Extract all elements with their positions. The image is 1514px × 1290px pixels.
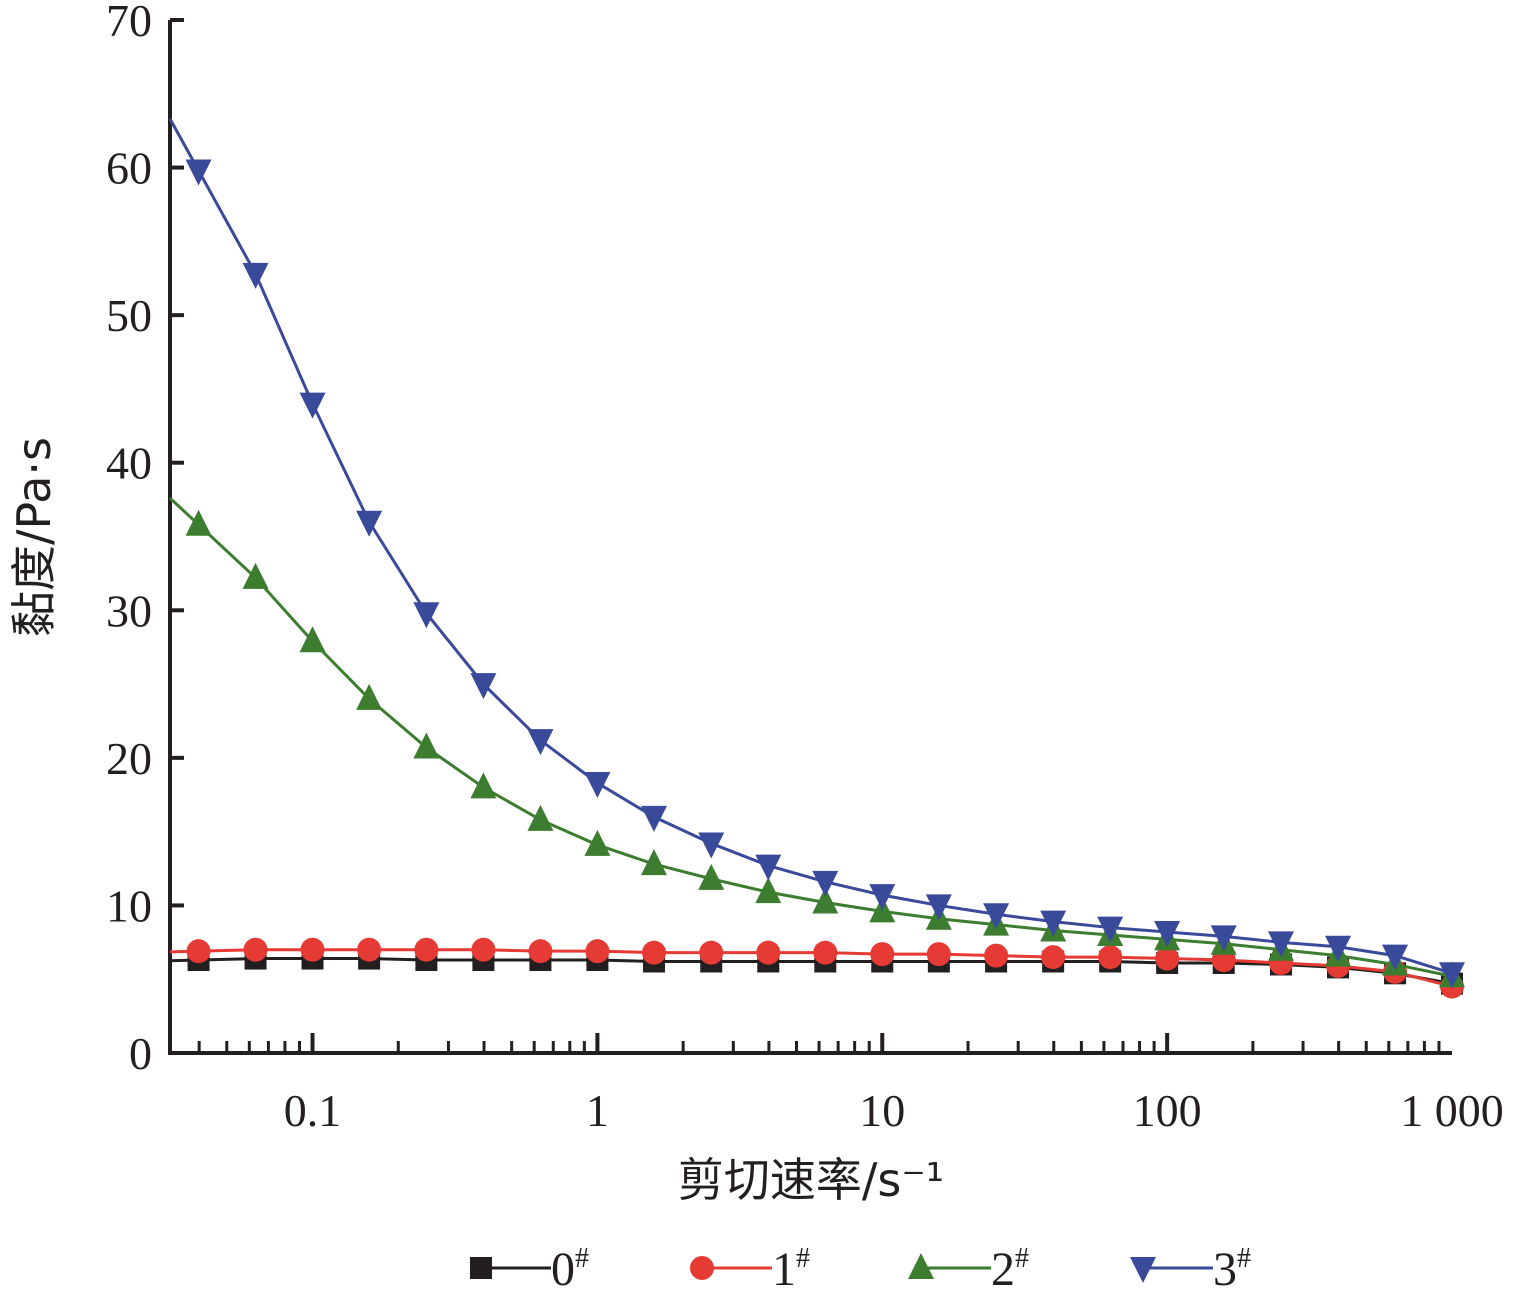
legend-marker [908,1253,934,1279]
data-point [640,805,667,832]
data-point [584,771,611,798]
data-point [470,772,497,799]
x-tick-label: 100 [1133,1085,1202,1136]
y-tick-label: 40 [106,438,152,489]
x-tick-label: 0.1 [284,1085,342,1136]
data-point [755,854,782,881]
data-point [243,937,268,962]
data-point [755,877,782,904]
y-tick-label: 70 [106,0,152,46]
data-point [812,870,839,897]
data-point [870,942,895,967]
x-axis-label: 剪切速率/s⁻¹ [678,1153,944,1207]
legend-label: 3# [1213,1243,1251,1290]
data-point [186,939,211,964]
data-point [356,683,383,710]
y-tick-label: 20 [106,733,152,784]
data-point [1098,945,1123,970]
legend-item-0: 0# [470,1243,589,1290]
data-point [527,804,554,831]
data-point [470,673,497,700]
data-point [1040,910,1067,937]
data-point [926,942,951,967]
x-ticks: 0.1 1 10 100 1 000 [197,1033,1504,1136]
data-point [698,832,725,859]
data-point [1439,962,1465,989]
data-point [299,626,326,653]
data-point [812,887,839,914]
data-point [300,937,325,962]
y-tick-label: 60 [106,143,152,194]
data-point [1154,920,1181,947]
data-point [869,884,896,911]
data-point [1267,931,1294,958]
data-point [1097,916,1124,943]
data-point [925,894,952,921]
legend-item-3: 3# [1130,1243,1251,1290]
data-point [640,849,667,876]
series-2 [168,497,1465,988]
legend-marker [1130,1257,1156,1283]
legend-label: 2# [991,1243,1029,1290]
series-line [168,497,1453,978]
data-point [414,937,439,962]
legend-item-2: 2# [908,1243,1029,1290]
data-point [357,937,382,962]
legend: 0# 1# 2# 3# [470,1243,1251,1290]
legend-label: 1# [772,1243,810,1290]
data-point [813,940,838,965]
data-point [984,943,1009,968]
data-point [299,392,326,419]
data-point [983,903,1010,930]
data-point [242,562,269,589]
data-point [242,262,269,289]
data-point [698,863,725,890]
data-point [1210,925,1237,952]
y-tick-label: 0 [129,1028,152,1079]
data-point [1155,946,1180,971]
x-tick-label: 10 [859,1085,905,1136]
data-point [699,940,724,965]
series-line [168,118,1453,975]
y-tick-label: 50 [106,290,152,341]
y-tick-label: 30 [106,585,152,636]
plot-area: 0.1 1 10 100 1 000 0 10 20 30 40 50 60 70 [106,0,1504,1136]
data-point [756,940,781,965]
data-point [641,940,666,965]
y-tick-label: 10 [106,880,152,931]
data-point [356,510,383,537]
y-ticks: 0 10 20 30 40 50 60 70 [106,0,184,1079]
data-point [185,509,212,536]
data-point [1041,945,1066,970]
x-tick-label: 1 [586,1085,609,1136]
data-point [1382,944,1409,971]
data-point [471,937,496,962]
x-tick-label: 1 000 [1400,1085,1504,1136]
data-point [527,729,554,756]
series-3 [168,118,1465,989]
legend-item-1: 1# [690,1243,810,1290]
series-layer [168,118,1465,999]
legend-label: 0# [551,1243,589,1290]
data-point [185,159,212,186]
data-point [413,602,440,629]
data-point [1325,935,1352,962]
data-point [584,829,611,856]
y-axis-label: 黏度/Pa·s [7,437,61,637]
data-point [528,939,553,964]
data-point [585,939,610,964]
data-point [413,732,440,759]
